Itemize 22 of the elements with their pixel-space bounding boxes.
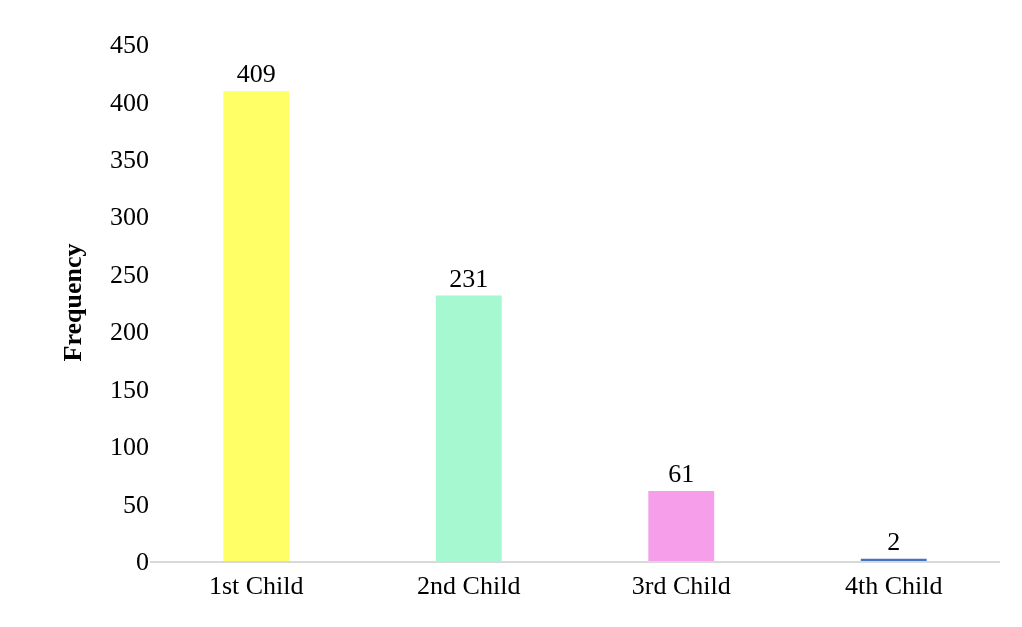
bar — [223, 91, 290, 561]
y-tick-label: 0 — [136, 547, 149, 577]
data-label: 231 — [449, 263, 489, 293]
y-axis-title: Frequency — [58, 243, 88, 362]
data-label: 61 — [668, 458, 695, 488]
y-tick-label: 50 — [123, 489, 149, 519]
y-tick-label: 400 — [110, 87, 149, 117]
y-tick-label: 150 — [110, 374, 149, 404]
data-label: 409 — [236, 59, 276, 89]
bar — [648, 490, 715, 561]
y-tick-label: 100 — [110, 432, 149, 462]
x-tick-label: 1st Child — [208, 570, 304, 600]
y-tick-label: 200 — [110, 317, 149, 347]
x-tick-label: 3rd Child — [631, 570, 731, 600]
y-tick-label: 350 — [110, 144, 149, 174]
x-tick-label: 4th Child — [844, 570, 943, 600]
x-tick-label: 2nd Child — [417, 570, 521, 600]
y-tick-label: 450 — [110, 30, 149, 60]
data-label: 2 — [887, 526, 901, 556]
bar — [435, 295, 502, 561]
y-tick-label: 250 — [110, 259, 149, 289]
y-tick-label: 300 — [110, 202, 149, 232]
